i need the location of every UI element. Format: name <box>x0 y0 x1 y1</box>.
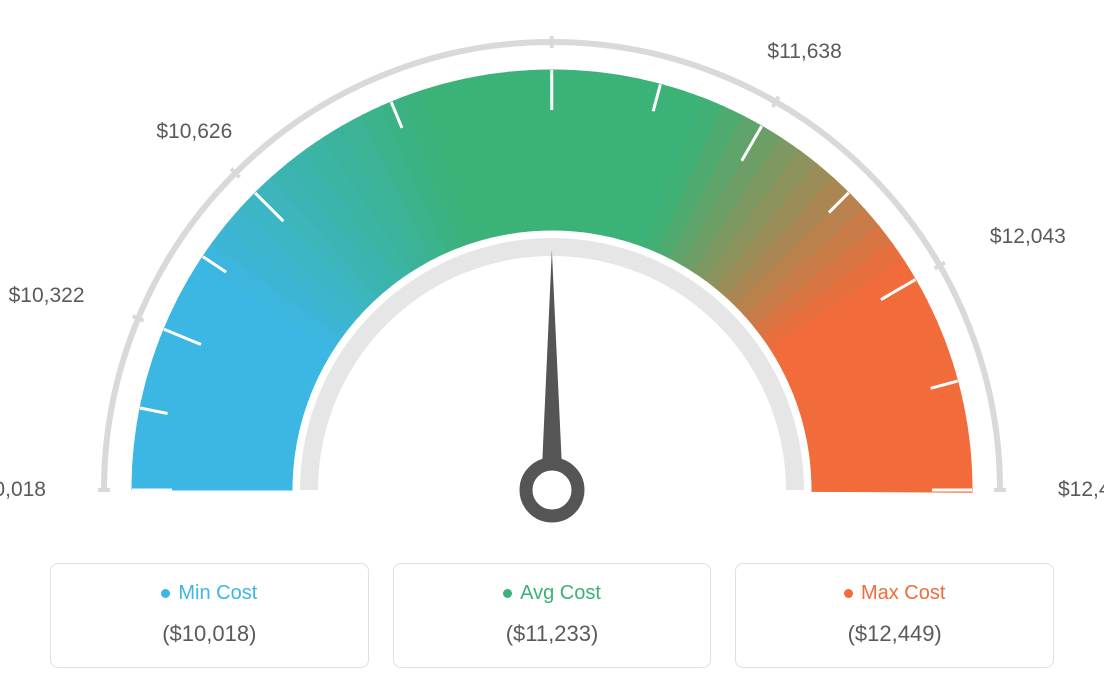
gauge-needle <box>541 250 563 490</box>
gauge-tick-label: $12,043 <box>990 225 1066 249</box>
dot-icon <box>503 589 512 598</box>
min-cost-title: Min Cost <box>161 582 257 605</box>
gauge-svg <box>0 0 1104 560</box>
avg-cost-card: Avg Cost ($11,233) <box>393 563 712 668</box>
min-cost-value: ($10,018) <box>61 621 358 647</box>
avg-cost-title-text: Avg Cost <box>520 582 601 605</box>
gauge-tick-label: $10,322 <box>9 284 85 308</box>
max-cost-value: ($12,449) <box>746 621 1043 647</box>
max-cost-title: Max Cost <box>844 582 945 605</box>
dot-icon <box>161 589 170 598</box>
gauge-tick-label: $12,449 <box>1058 478 1104 502</box>
max-cost-title-text: Max Cost <box>861 582 945 605</box>
max-cost-card: Max Cost ($12,449) <box>735 563 1054 668</box>
summary-cards: Min Cost ($10,018) Avg Cost ($11,233) Ma… <box>50 563 1054 668</box>
dot-icon <box>844 589 853 598</box>
avg-cost-title: Avg Cost <box>503 582 601 605</box>
gauge-tick-label: $11,638 <box>767 40 841 64</box>
min-cost-card: Min Cost ($10,018) <box>50 563 369 668</box>
avg-cost-value: ($11,233) <box>404 621 701 647</box>
min-cost-title-text: Min Cost <box>178 582 257 605</box>
gauge-tick-label: $10,626 <box>156 120 232 144</box>
needle-hub <box>526 464 578 516</box>
gauge-tick-label: $10,018 <box>0 478 46 502</box>
